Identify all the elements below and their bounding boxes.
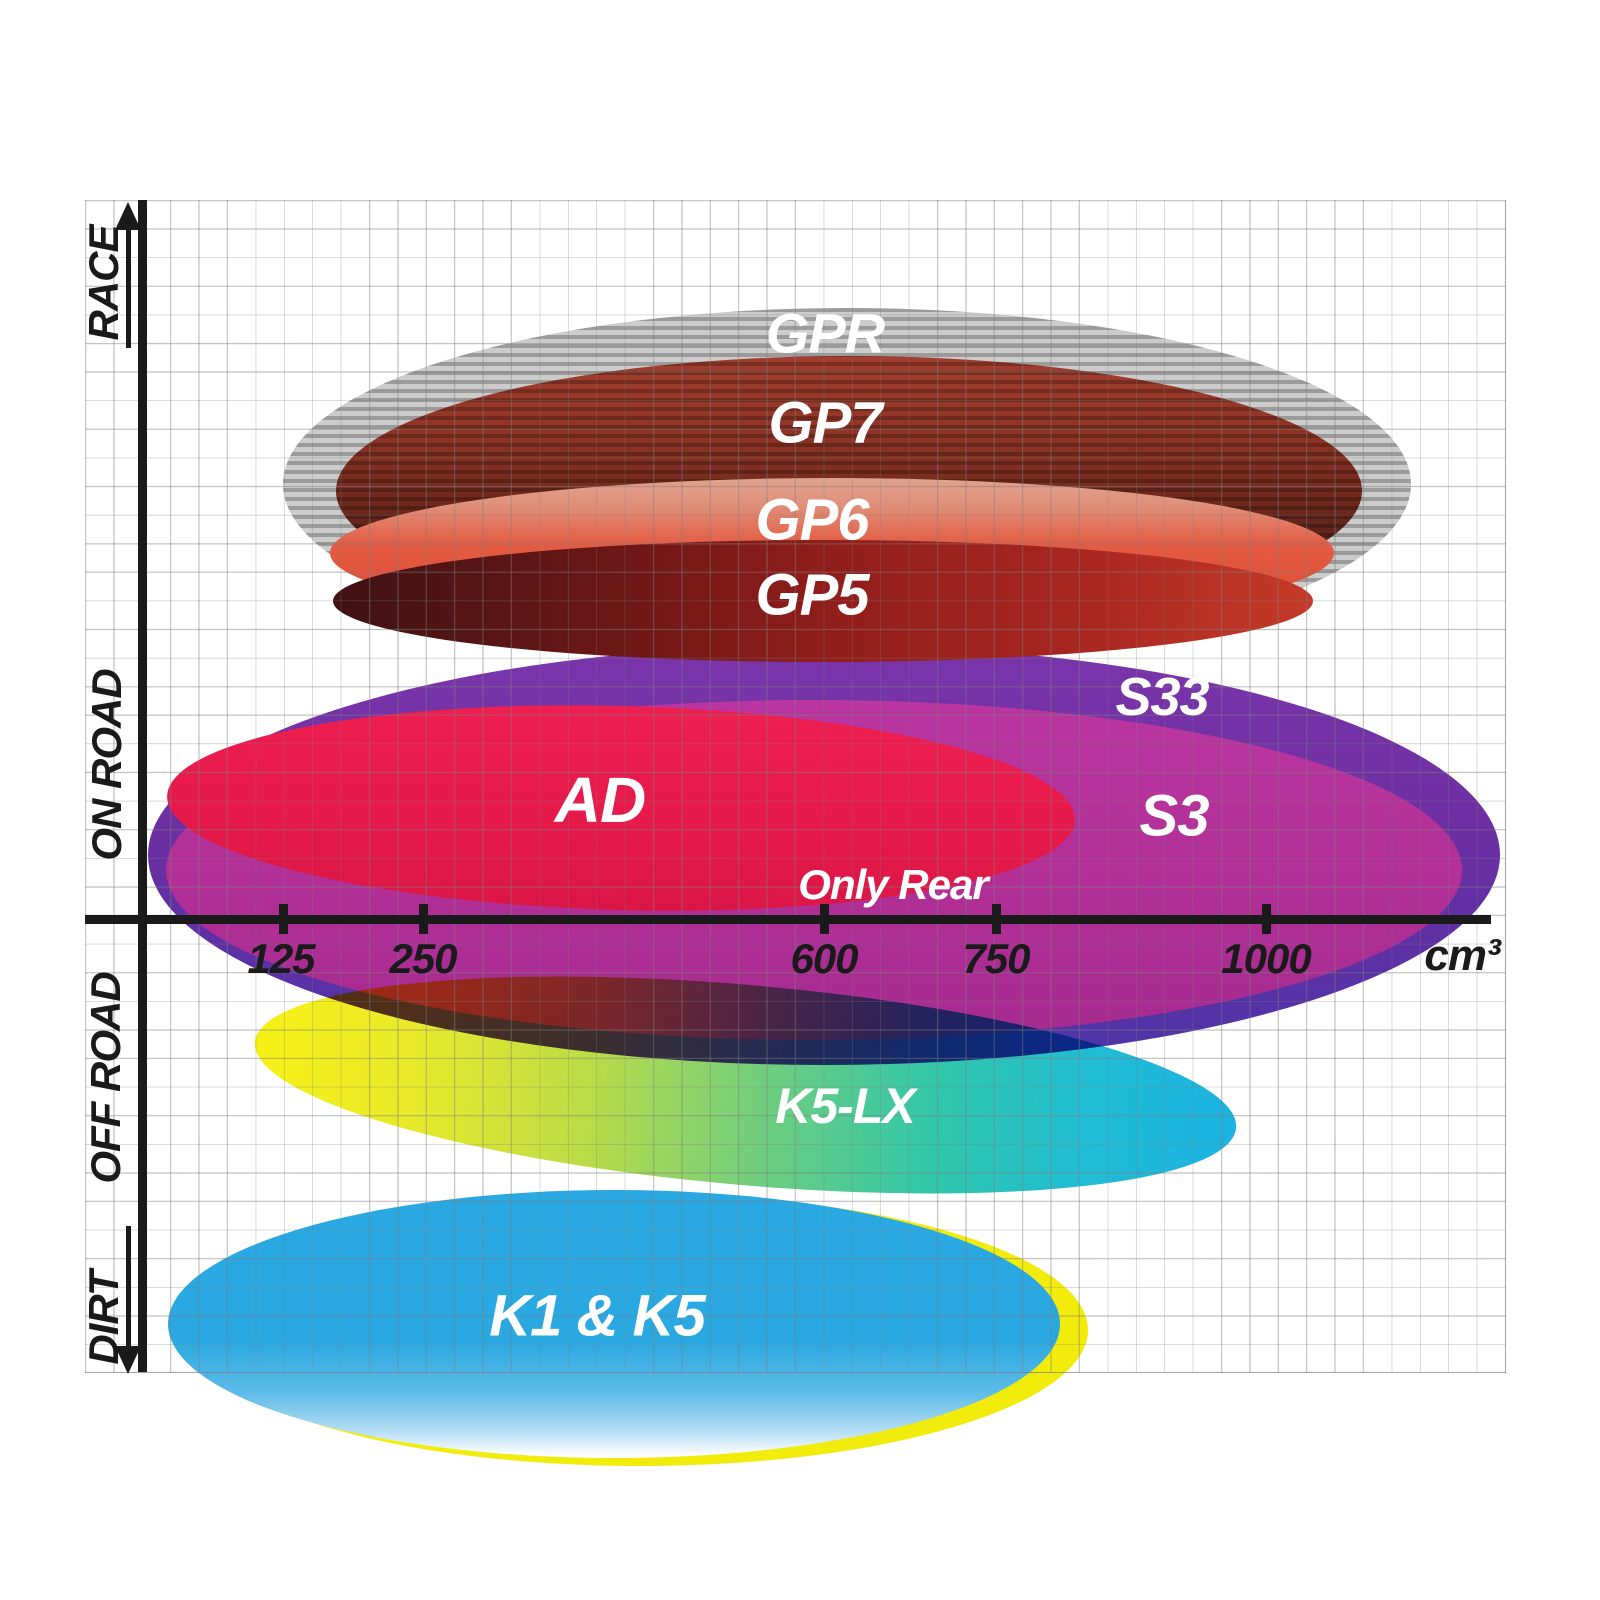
- region-gp5-ellipse: [333, 540, 1313, 662]
- region-k1k5-ellipse: [168, 1190, 1060, 1458]
- x-tick-125: [279, 904, 288, 934]
- region-label-s33: S33: [1115, 667, 1209, 727]
- x-tick-label-125: 125: [247, 935, 315, 982]
- x-axis-line: [85, 915, 1491, 924]
- y-label-on-road: ON ROAD: [83, 669, 130, 861]
- x-tick-label-750: 750: [962, 935, 1030, 982]
- region-label-ad: AD: [554, 764, 646, 836]
- x-tick-1000: [1262, 904, 1271, 934]
- region-label-gp7: GP7: [768, 390, 882, 456]
- dirt-arrow-shaft: [126, 1226, 131, 1348]
- region-label-gpr: GPR: [765, 301, 885, 365]
- region-label-gp6: GP6: [755, 487, 869, 553]
- region-label-k1k5: K1 & K5: [489, 1283, 705, 1349]
- region-label-gp5: GP5: [755, 562, 869, 628]
- race-up-arrow-icon: [115, 202, 141, 230]
- x-tick-label-250: 250: [389, 935, 457, 982]
- region-label-k5lx: K5-LX: [775, 1078, 915, 1134]
- region-label-s3: S3: [1139, 783, 1210, 849]
- race-arrow-shaft: [126, 228, 131, 348]
- region-note-only-rear: Only Rear: [798, 861, 988, 908]
- y-label-off-road: OFF ROAD: [82, 972, 129, 1184]
- y-label-dirt: DIRT: [80, 1271, 127, 1365]
- x-tick-600: [820, 904, 829, 934]
- x-tick-250: [419, 904, 428, 934]
- y-label-race: RACE: [80, 225, 127, 341]
- x-tick-label-600: 600: [790, 935, 858, 982]
- x-tick-750: [992, 904, 1001, 934]
- x-tick-label-1000: 1000: [1221, 935, 1311, 982]
- dirt-down-arrow-icon: [115, 1346, 141, 1374]
- x-axis-unit-label: cm³: [1424, 931, 1500, 980]
- y-axis-line: [138, 200, 147, 1372]
